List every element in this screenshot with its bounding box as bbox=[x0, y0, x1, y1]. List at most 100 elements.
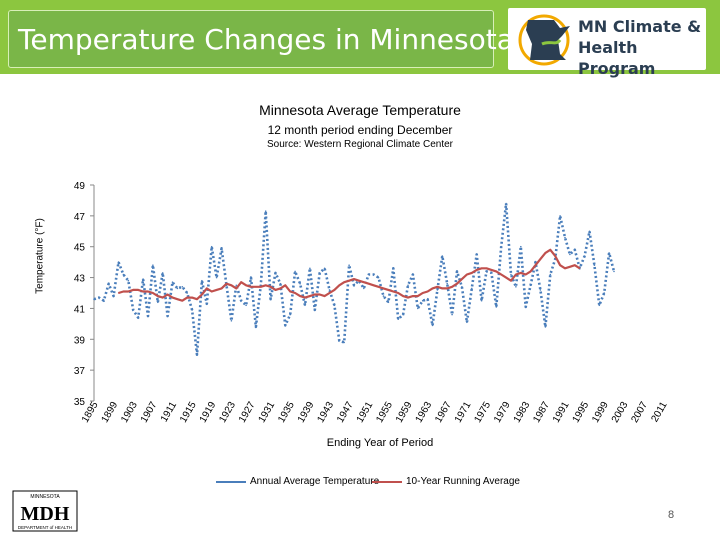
y-tick-label: 39 bbox=[74, 335, 86, 346]
running-average-point bbox=[530, 270, 532, 272]
x-tick-label: 1895 bbox=[80, 400, 101, 425]
annual-point bbox=[191, 309, 193, 311]
annual-point bbox=[93, 298, 95, 301]
annual-point bbox=[461, 286, 463, 288]
annual-point bbox=[564, 236, 566, 239]
legend: Annual Average Temperature 10-Year Runni… bbox=[0, 476, 720, 490]
y-tick-label: 41 bbox=[74, 304, 86, 315]
x-tick-label: 1975 bbox=[472, 400, 493, 425]
running-average-point bbox=[466, 273, 468, 276]
x-tick-label: 1991 bbox=[551, 400, 572, 425]
annual-point bbox=[157, 301, 159, 304]
x-tick-label: 1959 bbox=[394, 400, 415, 425]
x-tick-label: 1983 bbox=[512, 400, 533, 425]
annual-point bbox=[583, 255, 586, 257]
running-average-point bbox=[368, 283, 370, 285]
running-average-point bbox=[564, 267, 566, 269]
y-tick-label: 35 bbox=[74, 397, 86, 408]
running-average-point bbox=[490, 269, 492, 271]
annual-point bbox=[480, 299, 483, 302]
running-average-point bbox=[392, 290, 394, 293]
annual-point bbox=[147, 315, 149, 317]
annual-point bbox=[152, 264, 154, 267]
running-average-point bbox=[422, 292, 424, 294]
annual-point bbox=[264, 210, 267, 212]
annual-point bbox=[588, 230, 591, 233]
annual-point bbox=[343, 341, 346, 344]
running-average-point bbox=[260, 286, 262, 288]
annual-point bbox=[598, 304, 601, 307]
x-tick-label: 1903 bbox=[119, 400, 140, 425]
annual-point bbox=[363, 287, 365, 290]
running-average-point bbox=[309, 295, 311, 297]
running-average-point bbox=[152, 292, 154, 294]
chart-subtitle: 12 month period ending December bbox=[267, 123, 453, 137]
annual-point bbox=[171, 281, 174, 284]
running-average-point bbox=[240, 281, 242, 283]
running-average-point bbox=[245, 284, 247, 286]
running-average-point bbox=[255, 286, 257, 288]
running-average-point bbox=[544, 252, 547, 254]
running-average-point bbox=[481, 267, 483, 269]
running-average-point bbox=[549, 249, 551, 251]
running-average-point bbox=[211, 290, 213, 293]
running-average-point bbox=[162, 297, 164, 299]
running-average-point bbox=[417, 295, 419, 297]
annual-point bbox=[554, 258, 556, 260]
annual-point bbox=[367, 273, 370, 276]
annual-point bbox=[613, 270, 615, 273]
annual-point bbox=[250, 276, 252, 279]
x-tick-label: 1999 bbox=[590, 400, 611, 425]
running-average-point bbox=[186, 297, 188, 299]
running-average-point bbox=[328, 292, 331, 294]
annual-point bbox=[520, 245, 522, 248]
annual-point bbox=[387, 301, 390, 304]
annual-point bbox=[515, 286, 517, 288]
legend-annual-label: Annual Average Temperature bbox=[250, 476, 380, 487]
x-tick-label: 1899 bbox=[100, 400, 121, 425]
mdh-bottom-text: DEPARTMENT of HEALTH bbox=[18, 525, 72, 530]
x-tick-label: 1987 bbox=[531, 400, 552, 425]
running-average-point bbox=[525, 273, 527, 276]
annual-point bbox=[441, 255, 444, 257]
mdh-top-text: MINNESOTA bbox=[30, 494, 60, 500]
annual-point bbox=[358, 279, 360, 282]
running-average-point bbox=[387, 289, 389, 291]
x-tick-label: 2011 bbox=[649, 400, 669, 425]
running-average-point bbox=[412, 295, 414, 297]
running-average-point bbox=[206, 287, 208, 289]
annual-temperature-line bbox=[93, 202, 616, 357]
annual-point bbox=[333, 304, 336, 307]
y-tick-label: 37 bbox=[74, 366, 86, 377]
annual-point bbox=[240, 299, 242, 302]
annual-point bbox=[549, 273, 552, 276]
annual-point bbox=[112, 295, 115, 297]
annual-point bbox=[117, 261, 120, 263]
logo-line-1: MN Climate & bbox=[578, 17, 702, 36]
annual-point bbox=[559, 215, 561, 217]
annual-point bbox=[431, 324, 434, 327]
slide-title: Temperature Changes in Minnesota bbox=[18, 23, 514, 56]
annual-point bbox=[569, 253, 571, 256]
running-average-point bbox=[294, 292, 296, 294]
running-average-line bbox=[118, 248, 581, 302]
annual-point bbox=[137, 316, 139, 319]
annual-point bbox=[181, 286, 184, 288]
annual-point bbox=[269, 298, 272, 301]
x-tick-label: 1911 bbox=[159, 400, 179, 425]
x-tick-label: 1979 bbox=[492, 400, 513, 425]
annual-point bbox=[529, 284, 532, 287]
annual-point bbox=[372, 273, 375, 276]
annual-point bbox=[451, 313, 453, 316]
running-average-point bbox=[471, 272, 473, 274]
running-average-point bbox=[289, 290, 291, 293]
annual-point bbox=[98, 296, 100, 299]
annual-point bbox=[309, 267, 311, 270]
title-box bbox=[8, 10, 494, 68]
annual-point bbox=[142, 278, 144, 280]
running-average-point bbox=[132, 289, 134, 291]
y-axis-label: Temperature (°F) bbox=[34, 218, 46, 294]
running-average-point bbox=[176, 298, 178, 300]
annual-point bbox=[466, 321, 468, 324]
